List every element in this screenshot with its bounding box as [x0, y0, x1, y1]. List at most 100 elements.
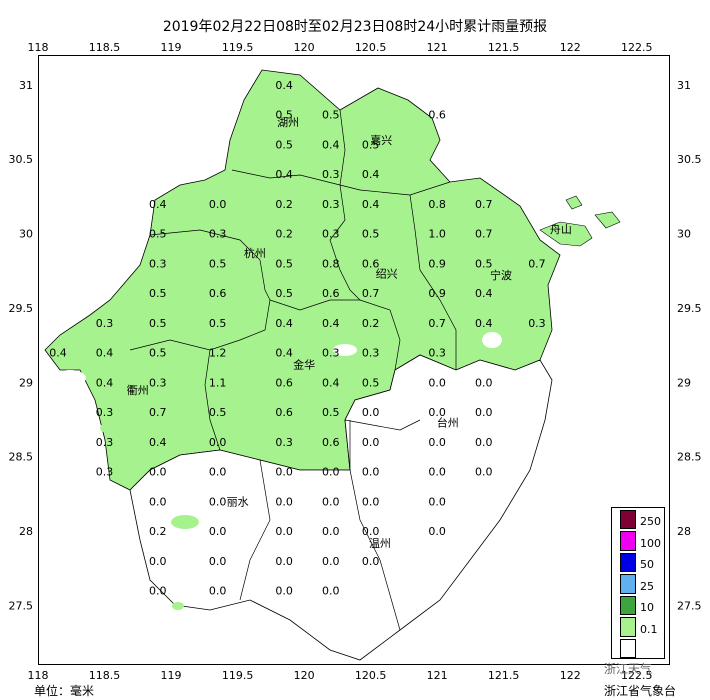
legend-swatch — [620, 595, 636, 616]
x-tick-label-bottom: 118 — [28, 669, 49, 682]
rain-value-label: 0.3 — [96, 406, 114, 419]
legend-label: 10 — [640, 601, 654, 615]
agency-label: 浙江省气象台 — [603, 684, 676, 698]
rain-value-label: 0.5 — [362, 376, 380, 389]
rain-value-label: 0.6 — [362, 257, 380, 270]
rain-value-label: 0.2 — [275, 198, 293, 211]
rain-value-label: 0.3 — [209, 228, 227, 241]
city-label: 宁波 — [490, 268, 512, 282]
y-tick-label-left: 30.5 — [9, 153, 34, 166]
y-tick-label-left: 28 — [19, 525, 33, 538]
y-tick-label-right: 27.5 — [677, 599, 702, 612]
y-tick-label-left: 30 — [19, 228, 33, 241]
rain-value-label: 0.0 — [362, 406, 380, 419]
y-tick-label-right: 31 — [677, 79, 691, 92]
rain-value-label: 0.5 — [275, 109, 293, 122]
rain-value-label: 0.0 — [475, 436, 493, 449]
rain-value-label: 0.3 — [322, 168, 340, 181]
watermark-label: 浙江天气 — [604, 662, 653, 676]
rain-value-label: 0.9 — [428, 257, 446, 270]
rain-value-label: 0.4 — [475, 317, 493, 330]
rain-value-label: 0.0 — [275, 525, 293, 538]
legend-swatch — [620, 617, 636, 637]
legend-item: 100 — [612, 529, 664, 551]
rain-value-label: 1.0 — [428, 228, 446, 241]
rain-value-label: 0.0 — [209, 525, 227, 538]
legend-swatch — [620, 552, 636, 573]
rain-value-label: 0.0 — [322, 555, 340, 568]
rain-value-label: 0.0 — [428, 525, 446, 538]
rain-value-label: 0.4 — [275, 79, 293, 92]
rain-value-label: 0.2 — [362, 317, 380, 330]
no-rain-gaps — [54, 332, 502, 386]
rain-value-label: 0.5 — [322, 406, 340, 419]
rain-value-label: 0.4 — [322, 138, 340, 151]
x-tick-label-bottom: 120 — [294, 669, 315, 682]
rain-value-label: 0.7 — [528, 257, 546, 270]
y-tick-label-left: 31 — [19, 79, 33, 92]
x-tick-label-top: 118 — [28, 41, 49, 54]
rain-value-label: 0.6 — [275, 406, 293, 419]
legend-label: 100 — [640, 536, 661, 550]
rain-value-label: 0.3 — [275, 436, 293, 449]
unit-label: 单位：毫米 — [34, 684, 95, 698]
legend-label: 0.1 — [640, 622, 658, 636]
y-tick-label-left: 29.5 — [9, 302, 34, 315]
legend-swatch — [620, 574, 636, 594]
rain-value-label: 0.5 — [149, 347, 167, 360]
rain-value-label: 0.6 — [209, 287, 227, 300]
rain-value-label: 0.5 — [362, 228, 380, 241]
rain-value-label: 0.0 — [149, 495, 167, 508]
rain-value-label: 0.5 — [209, 406, 227, 419]
rain-value-label: 0.3 — [322, 228, 340, 241]
rain-value-label: 0.0 — [475, 466, 493, 479]
rain-value-label: 0.4 — [475, 287, 493, 300]
rain-value-label: 0.0 — [362, 555, 380, 568]
rain-value-label: 0.5 — [149, 317, 167, 330]
legend-label: 25 — [640, 579, 654, 593]
rain-value-label: 0.4 — [362, 168, 380, 181]
zhejiang-land — [44, 69, 621, 661]
rain-value-label: 0.4 — [275, 317, 293, 330]
rain-value-label: 0.0 — [209, 466, 227, 479]
x-tick-label-top: 121.5 — [488, 41, 520, 54]
south-region-outline — [129, 354, 553, 661]
rain-value-label: 0.0 — [428, 376, 446, 389]
rain-value-label: 0.4 — [322, 376, 340, 389]
x-tick-label-top: 120 — [294, 41, 315, 54]
city-label: 台州 — [437, 415, 459, 429]
rain-value-label: 0.0 — [275, 495, 293, 508]
city-label: 嘉兴 — [370, 133, 392, 147]
rain-value-label: 0.0 — [275, 466, 293, 479]
x-tick-label-bottom: 119.5 — [222, 669, 254, 682]
rain-value-label: 0.5 — [149, 287, 167, 300]
rain-value-label: 0.0 — [362, 436, 380, 449]
rain-value-label: 0.0 — [209, 585, 227, 598]
x-tick-label-bottom: 122 — [560, 669, 581, 682]
rain-value-label: 1.2 — [209, 347, 227, 360]
rain-value-label: 0.5 — [149, 228, 167, 241]
rain-value-label: 0.3 — [362, 347, 380, 360]
rain-value-label: 0.0 — [362, 525, 380, 538]
rain-value-label: 0.4 — [275, 347, 293, 360]
rain-value-label: 0.5 — [322, 109, 340, 122]
rain-value-label: 0.4 — [149, 198, 167, 211]
y-tick-label-left: 29 — [19, 376, 33, 389]
rain-value-label: 0.0 — [209, 555, 227, 568]
rain-value-label: 0.8 — [322, 257, 340, 270]
rain-value-label: 0.6 — [275, 376, 293, 389]
rain-value-label: 0.4 — [49, 347, 67, 360]
legend-swatch — [620, 638, 636, 658]
y-tick-label-right: 30 — [677, 228, 691, 241]
y-tick-label-right: 29 — [677, 376, 691, 389]
rain-value-label: 0.0 — [322, 585, 340, 598]
rain-value-label: 0.0 — [149, 585, 167, 598]
rain-value-label: 0.3 — [528, 317, 546, 330]
y-tick-label-left: 27.5 — [9, 599, 34, 612]
rain-value-label: 0.7 — [475, 228, 493, 241]
legend-item: 25 — [612, 572, 664, 594]
rain-value-label: 0.3 — [96, 466, 114, 479]
rain-value-label: 0.0 — [322, 466, 340, 479]
rain-value-label: 0.7 — [428, 317, 446, 330]
